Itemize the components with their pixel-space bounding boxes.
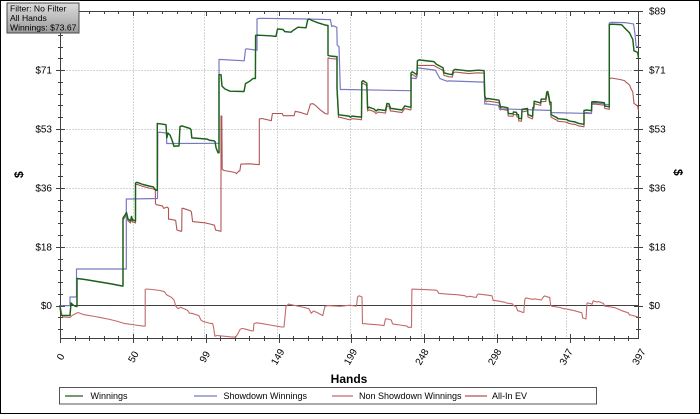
- svg-text:99: 99: [198, 349, 213, 365]
- svg-text:$: $: [671, 169, 685, 176]
- svg-text:Winnings: $73.67: Winnings: $73.67: [10, 23, 77, 33]
- svg-text:Filter: No Filter: Filter: No Filter: [10, 4, 66, 14]
- svg-text:$0: $0: [649, 301, 661, 312]
- svg-text:$36: $36: [35, 184, 52, 195]
- svg-text:Hands: Hands: [331, 372, 368, 386]
- svg-text:$53: $53: [649, 125, 666, 136]
- svg-text:Non Showdown Winnings: Non Showdown Winnings: [359, 391, 462, 401]
- svg-text:All Hands: All Hands: [10, 13, 47, 23]
- svg-text:$0: $0: [41, 301, 53, 312]
- svg-text:$: $: [12, 171, 26, 178]
- svg-text:All-In EV: All-In EV: [492, 391, 527, 401]
- svg-text:0: 0: [55, 352, 68, 363]
- svg-text:Winnings: Winnings: [91, 391, 129, 401]
- svg-text:$18: $18: [649, 243, 666, 254]
- svg-text:$18: $18: [35, 243, 52, 254]
- svg-text:$36: $36: [649, 184, 666, 195]
- svg-text:Showdown Winnings: Showdown Winnings: [224, 391, 308, 401]
- svg-text:$71: $71: [35, 66, 52, 77]
- svg-text:$89: $89: [649, 7, 666, 18]
- svg-text:$53: $53: [35, 125, 52, 136]
- svg-text:50: 50: [127, 349, 142, 365]
- svg-text:$71: $71: [649, 66, 666, 77]
